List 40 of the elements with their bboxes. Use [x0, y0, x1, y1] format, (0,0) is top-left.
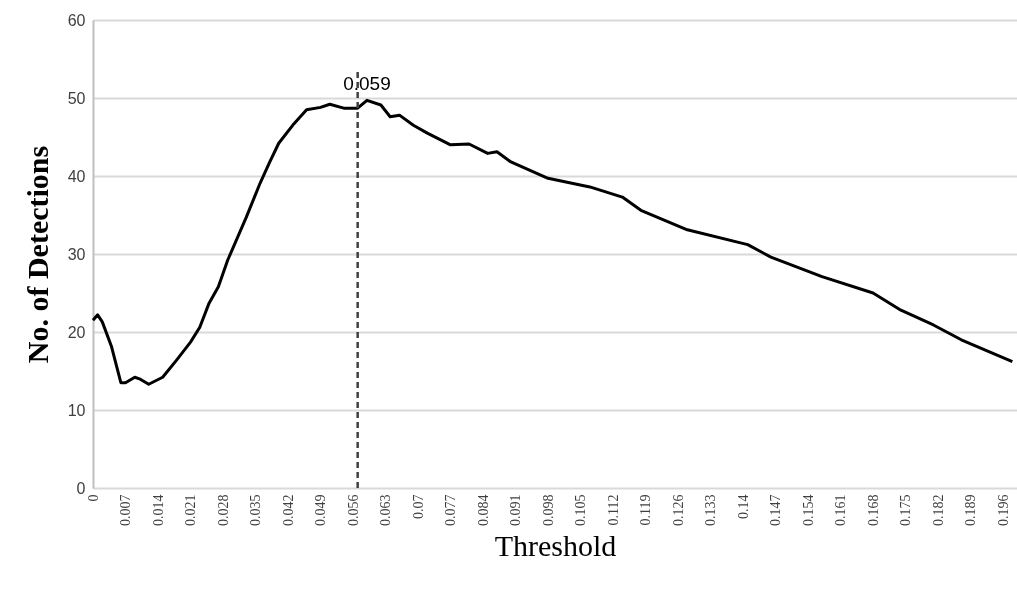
- y-tick-label: 20: [67, 323, 86, 341]
- y-axis-title: No. of Detections: [20, 145, 54, 364]
- x-tick-label: 0.175: [898, 494, 914, 526]
- x-tick-label: 0.056: [345, 494, 361, 526]
- x-tick-label: 0: [85, 494, 101, 502]
- x-tick-label: 0.133: [703, 494, 719, 526]
- x-tick-label: 0.154: [800, 494, 816, 526]
- y-tick-label: 50: [67, 89, 86, 107]
- x-tick-label: 0.189: [963, 494, 979, 526]
- x-tick-label: 0.042: [280, 494, 296, 526]
- x-axis-title: Threshold: [494, 529, 617, 562]
- x-tick-label: 0.049: [313, 494, 329, 526]
- x-tick-label: 0.147: [768, 494, 784, 526]
- x-tick-label: 0.091: [508, 494, 524, 526]
- x-tick-label: 0.182: [930, 494, 946, 526]
- x-tick-label: 0.035: [248, 494, 264, 526]
- x-tick-label: 0.063: [378, 494, 394, 526]
- y-tick-label: 10: [67, 401, 86, 419]
- x-tick-label: 0.084: [475, 494, 491, 526]
- x-tick-label: 0.14: [735, 494, 751, 519]
- y-tick-label: 0: [76, 479, 86, 497]
- x-tick-label: 0.014: [150, 494, 166, 526]
- x-tick-label: 0.007: [118, 494, 133, 526]
- x-tick-label: 0.168: [865, 494, 881, 526]
- line-series: [91, 98, 1014, 386]
- annotation: 0.059: [343, 73, 391, 95]
- x-tick-label: 0.161: [833, 494, 849, 526]
- x-tick-label: 0.112: [605, 494, 621, 526]
- x-tick-label: 0.126: [670, 494, 686, 526]
- x-tick-label: 0.07: [410, 494, 426, 519]
- x-tick-label: 0.021: [183, 494, 199, 526]
- y-tick-label: 40: [67, 167, 86, 185]
- x-tick-label: 0.196: [995, 494, 1011, 526]
- y-tick-label: 60: [67, 11, 86, 29]
- x-tick-label: 0.098: [540, 494, 556, 526]
- y-tick-label: 30: [67, 245, 86, 263]
- x-tick-label: 0.119: [638, 494, 654, 526]
- x-tick-label: 0.028: [215, 494, 231, 526]
- x-tick-label: 0.077: [443, 494, 459, 526]
- x-tick-label: 0.105: [573, 494, 589, 526]
